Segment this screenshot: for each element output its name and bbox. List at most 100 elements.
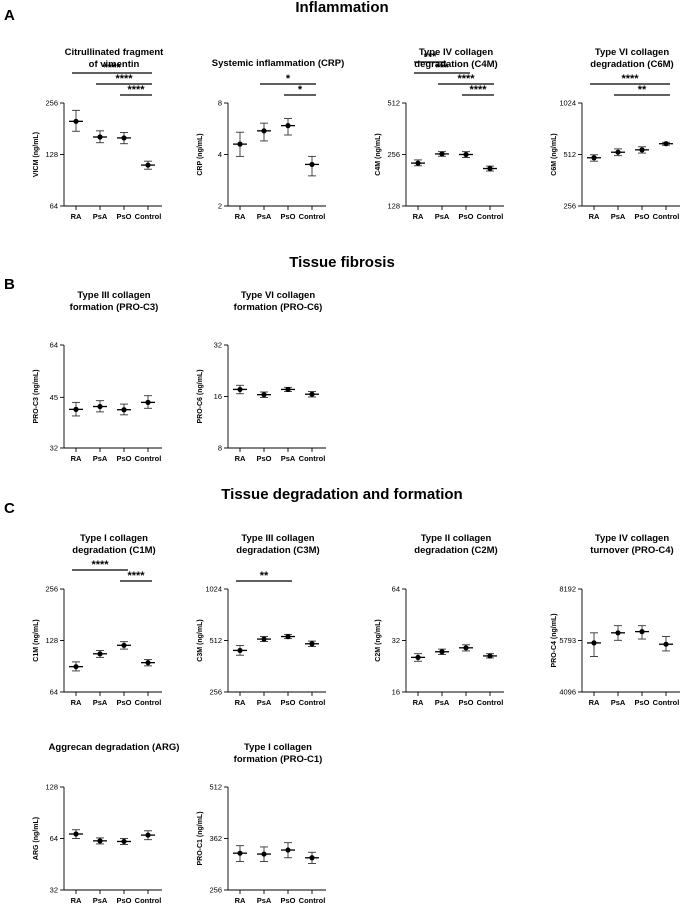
mean-point-c2m [487,653,493,659]
x-tick-label-proc6: RA [235,454,246,463]
mean-point-crp [285,123,291,129]
significance-label-vicm: **** [115,73,133,85]
chart-title-c1m: Type I collagen [80,533,148,544]
y-axis-label-proc6: PRO-C6 (ng/mL) [197,369,204,423]
x-tick-label-c2m: RA [413,698,424,707]
mean-point-proc1 [237,850,243,856]
mean-point-c2m [439,649,445,655]
y-tick-label-proc1: 256 [209,886,222,895]
y-axis-label-c2m: C2M (ng/mL) [375,619,382,661]
x-tick-label-proc1: RA [235,896,246,905]
chart-title-c3m: Type III collagen [241,533,314,544]
mean-point-proc3 [97,403,103,410]
chart-title-proc1: Type I collagen [244,742,312,753]
x-tick-label-c3m: Control [299,698,326,707]
x-tick-label-proc3: RA [71,454,82,463]
y-axis-label-proc3: PRO-C3 (ng/mL) [33,369,40,423]
y-tick-label-c4m: 512 [387,99,400,108]
chart-title-c4m: degradation (C4M) [414,59,497,70]
x-tick-label-proc1: PsO [280,896,295,905]
y-tick-label-c2m: 16 [392,688,400,697]
x-tick-label-proc4: Control [653,698,680,707]
x-tick-label-proc4: RA [589,698,600,707]
x-tick-label-proc6: PsO [256,454,271,463]
y-tick-label-proc4: 8192 [559,585,576,594]
chart-title-vicm: of vimentin [89,59,140,70]
x-tick-label-c1m: PsA [93,698,108,707]
mean-point-c3m [261,636,267,642]
mean-point-proc1 [261,851,267,857]
mean-point-c2m [415,654,421,660]
y-axis-label-c6m: C6M (ng/mL) [551,133,558,175]
y-tick-label-vicm: 256 [45,99,58,108]
y-tick-label-c1m: 64 [50,688,58,697]
mean-point-c3m [285,633,291,640]
mean-point-vicm [121,135,127,141]
x-tick-label-c6m: Control [653,212,680,221]
chart-title-proc6: formation (PRO-C6) [234,302,323,313]
mean-point-c6m [663,141,669,147]
significance-label-crp: * [298,84,303,96]
x-tick-label-c4m: PsO [458,212,473,221]
x-tick-label-c3m: RA [235,698,246,707]
y-tick-label-proc3: 45 [50,393,58,402]
significance-label-c6m: **** [621,73,639,85]
x-tick-label-proc3: PsA [93,454,108,463]
significance-label-c4m: **** [469,84,487,96]
y-tick-label-crp: 4 [218,150,222,159]
mean-point-proc3 [145,399,151,405]
chart-title-proc4: turnover (PRO-C4) [590,545,673,556]
mean-point-proc6 [285,386,291,393]
x-tick-label-c6m: PsA [611,212,626,221]
y-tick-label-c3m: 1024 [205,585,222,594]
mean-point-c1m [121,642,127,648]
mean-point-proc3 [73,406,79,412]
y-tick-label-c6m: 256 [563,202,576,211]
chart-title-c1m: degradation (C1M) [72,545,155,556]
x-tick-label-proc4: PsA [611,698,626,707]
x-tick-label-vicm: Control [135,212,162,221]
y-tick-label-c6m: 1024 [559,99,576,108]
significance-label-c1m: **** [127,570,145,582]
mean-point-c1m [145,660,151,666]
mean-point-crp [261,128,267,134]
mean-point-proc1 [309,855,315,861]
y-tick-label-arg: 32 [50,886,58,895]
mean-point-proc4 [639,629,645,635]
chart-title-c3m: degradation (C3M) [236,545,319,556]
x-tick-label-crp: PsO [280,212,295,221]
mean-point-c1m [97,651,103,657]
x-tick-label-crp: RA [235,212,246,221]
y-tick-label-proc1: 512 [209,783,222,792]
x-tick-label-proc1: PsA [257,896,272,905]
x-tick-label-c4m: RA [413,212,424,221]
mean-point-proc4 [615,630,621,636]
chart-title-c4m: Type IV collagen [419,47,493,58]
section-letter-a: A [4,7,15,24]
x-tick-label-vicm: RA [71,212,82,221]
y-tick-label-c4m: 128 [387,202,400,211]
chart-title-proc6: Type VI collagen [241,290,315,301]
y-tick-label-c1m: 256 [45,585,58,594]
chart-title-c6m: degradation (C6M) [590,59,673,70]
y-axis-label-proc1: PRO-C1 (ng/mL) [197,811,204,865]
x-tick-label-vicm: PsO [116,212,131,221]
mean-point-c4m [415,160,421,166]
mean-point-c6m [591,155,597,161]
chart-title-proc1: formation (PRO-C1) [234,754,323,765]
chart-title-c2m: degradation (C2M) [414,545,497,556]
y-axis-label-c4m: C4M (ng/mL) [375,133,382,175]
y-tick-label-c4m: 256 [387,150,400,159]
mean-point-vicm [97,134,103,140]
y-tick-label-proc1: 362 [209,834,222,843]
mean-point-c4m [487,165,493,172]
y-tick-label-c3m: 512 [209,636,222,645]
chart-arg: Aggrecan degradation (ARG) 32 64 128 ARG (ng… [33,742,179,905]
mean-point-proc4 [591,640,597,646]
chart-title-crp: Systemic inflammation (CRP) [212,58,345,69]
y-tick-label-proc4: 4096 [559,688,576,697]
